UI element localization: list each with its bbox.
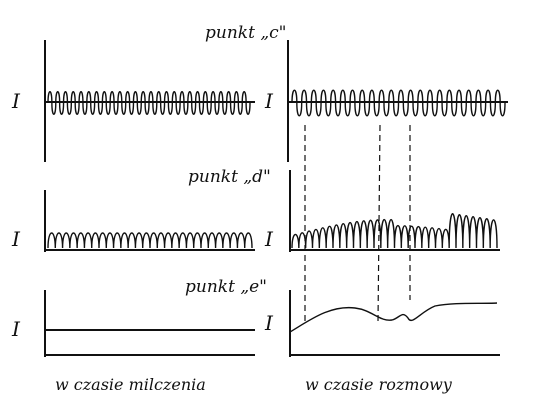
axis-label: I: [11, 317, 21, 341]
axis-label: I: [11, 89, 21, 113]
dashed-line: [377, 124, 381, 323]
waveform: [291, 213, 498, 249]
axis: [44, 290, 255, 357]
axis-label: I: [264, 89, 274, 113]
axis-label: I: [264, 227, 274, 251]
point-c-title: punkt „c": [205, 23, 286, 43]
waveform: [291, 89, 506, 117]
caption-speech: w czasie rozmowy: [305, 375, 453, 394]
axis: [289, 170, 500, 252]
axis: [44, 190, 255, 252]
caption-silence: w czasie milczenia: [55, 375, 206, 394]
axis: [44, 40, 255, 162]
axis-label: I: [11, 227, 21, 251]
point-d-title: punkt „d": [188, 167, 271, 187]
axis-label: I: [264, 311, 274, 335]
axis: [289, 290, 500, 357]
envelope-curve: [289, 302, 498, 333]
waveform: [47, 232, 253, 249]
waveform: [47, 91, 251, 115]
point-e-title: punkt „e": [185, 277, 267, 297]
